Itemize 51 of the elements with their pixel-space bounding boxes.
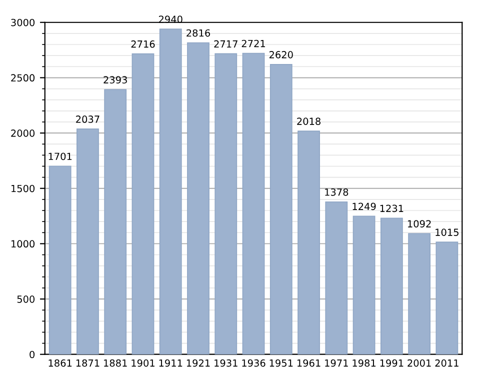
data-label: 1015 <box>436 228 458 236</box>
data-label: 2816 <box>186 29 210 37</box>
y-tick-label: 2500 <box>11 74 35 82</box>
bar <box>408 233 431 354</box>
x-tick-label: 1981 <box>352 359 376 367</box>
x-tick-label: 1931 <box>214 359 238 367</box>
x-tick-label: 1911 <box>159 359 182 367</box>
y-tick-label: 2000 <box>11 130 35 137</box>
data-label: 2037 <box>76 116 100 123</box>
bar <box>104 89 127 354</box>
y-tick-label: 0 <box>30 350 35 358</box>
y-tick-label: 1500 <box>12 184 35 192</box>
data-label: 1701 <box>48 152 72 160</box>
bar <box>380 218 403 354</box>
bar <box>48 166 72 354</box>
data-label: 1249 <box>352 202 376 210</box>
data-label: 1231 <box>380 204 404 212</box>
bar <box>132 53 154 354</box>
data-label: 2393 <box>104 76 127 84</box>
x-tick-label: 1921 <box>186 359 210 367</box>
x-tick-label: 1951 <box>270 359 293 367</box>
bar <box>352 216 376 354</box>
data-label: 2721 <box>242 40 265 48</box>
x-tick-label: 1991 <box>380 359 404 367</box>
bar <box>242 52 265 354</box>
x-tick-label: 1871 <box>76 359 100 367</box>
y-tick-label: 1000 <box>12 240 35 248</box>
x-tick-label: 2001 <box>408 359 431 367</box>
x-tick-label: 1861 <box>48 359 72 367</box>
bar <box>298 130 320 354</box>
bar <box>214 53 238 354</box>
x-tick-label: 1936 <box>242 359 266 367</box>
x-tick-label: 1971 <box>325 359 348 367</box>
bar <box>187 42 210 354</box>
x-tick-label: 1881 <box>104 359 127 367</box>
y-tick-label: 3000 <box>11 18 35 26</box>
bar <box>325 201 348 354</box>
x-tick-label: 2011 <box>435 359 458 367</box>
data-label: 2620 <box>269 51 293 58</box>
data-label: 2716 <box>131 40 155 48</box>
bar <box>436 242 458 354</box>
bar <box>159 28 182 354</box>
x-tick-label: 1961 <box>297 359 320 367</box>
data-label: 1378 <box>325 188 348 196</box>
x-tick-label: 1901 <box>132 359 154 367</box>
y-tick-label: 500 <box>17 296 35 303</box>
bar <box>270 64 292 354</box>
data-label: 2717 <box>214 40 238 48</box>
data-label: 2018 <box>297 118 320 125</box>
bar <box>76 128 99 354</box>
data-label: 1092 <box>408 220 431 228</box>
